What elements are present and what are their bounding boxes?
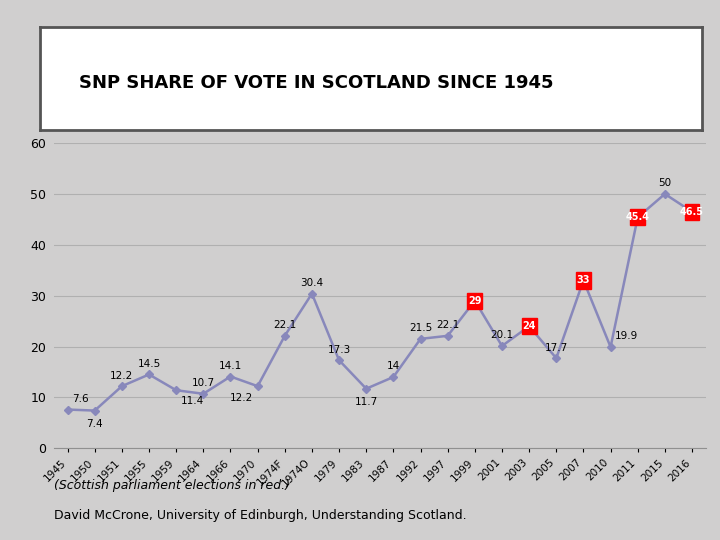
Text: 22.1: 22.1 xyxy=(273,320,297,330)
Text: 45.4: 45.4 xyxy=(626,212,649,222)
Text: 12.2: 12.2 xyxy=(230,393,253,403)
Text: 50: 50 xyxy=(658,178,672,188)
FancyBboxPatch shape xyxy=(685,204,700,220)
Text: 30.4: 30.4 xyxy=(300,278,323,288)
Text: 7.6: 7.6 xyxy=(72,394,89,404)
Text: 14.5: 14.5 xyxy=(138,359,161,369)
Text: 17.7: 17.7 xyxy=(544,343,568,353)
Text: 24: 24 xyxy=(523,321,536,331)
Text: 11.4: 11.4 xyxy=(180,396,204,406)
FancyBboxPatch shape xyxy=(522,318,536,334)
Text: 19.9: 19.9 xyxy=(615,332,638,341)
Text: 10.7: 10.7 xyxy=(192,378,215,388)
Text: David McCrone, University of Edinburgh, Understanding Scotland.: David McCrone, University of Edinburgh, … xyxy=(54,509,467,523)
Text: 21.5: 21.5 xyxy=(409,323,432,333)
Text: (Scottish parliament elections in red.): (Scottish parliament elections in red.) xyxy=(54,478,290,492)
FancyBboxPatch shape xyxy=(467,293,482,309)
Text: 46.5: 46.5 xyxy=(680,207,704,217)
Text: 11.7: 11.7 xyxy=(354,397,378,407)
Text: 33: 33 xyxy=(577,275,590,286)
Text: 22.1: 22.1 xyxy=(436,320,459,330)
Text: 17.3: 17.3 xyxy=(328,345,351,355)
FancyBboxPatch shape xyxy=(576,272,591,288)
Text: 20.1: 20.1 xyxy=(490,330,513,340)
Text: 7.4: 7.4 xyxy=(86,419,103,429)
Text: 14.1: 14.1 xyxy=(219,361,242,371)
Text: 12.2: 12.2 xyxy=(110,370,133,381)
Text: SNP SHARE OF VOTE IN SCOTLAND SINCE 1945: SNP SHARE OF VOTE IN SCOTLAND SINCE 1945 xyxy=(79,75,554,92)
Text: 14: 14 xyxy=(387,361,400,372)
FancyBboxPatch shape xyxy=(630,209,645,226)
Text: 29: 29 xyxy=(468,296,482,306)
